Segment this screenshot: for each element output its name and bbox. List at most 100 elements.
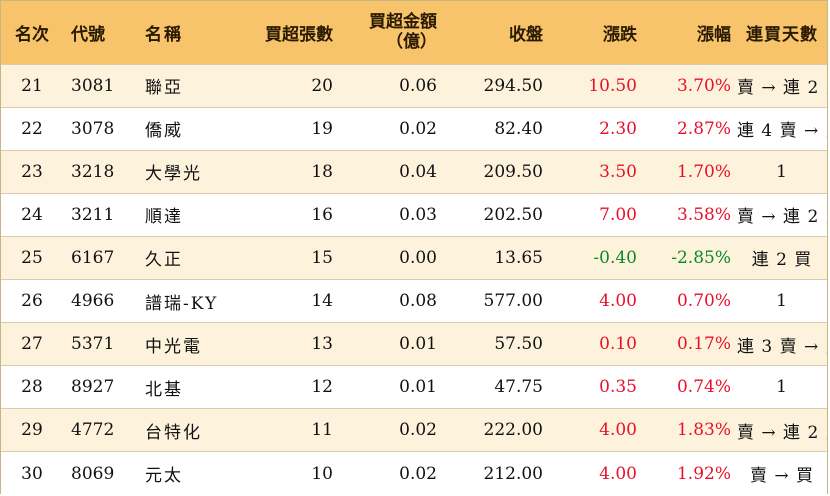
cell-rank: 30 [21,463,43,484]
cell-net-buy-amount: 0.02 [399,118,437,139]
cell-consecutive-days: 1 [776,377,788,398]
cell-change: 10.50 [588,75,637,96]
header-row: 名次 代號 名稱 買超張數 買超金額 （億） 收盤 漲跌 漲幅 連買天數 [1,1,827,64]
cell-rank: 29 [21,420,43,441]
cell-code: 8927 [71,377,115,398]
cell-close: 82.40 [494,118,543,139]
header-consecutive-days: 連買天數 [746,24,818,45]
cell-net-buy-amount: 0.06 [399,75,437,96]
header-close: 收盤 [509,24,543,45]
cell-rank: 26 [21,291,43,312]
cell-rank: 27 [21,334,43,355]
table-header: 名次 代號 名稱 買超張數 買超金額 （億） 收盤 漲跌 漲幅 連買天數 [1,1,827,64]
table-row: 24 3211 順達 16 0.03 202.50 7.00 3.58% 賣 → 連 2 買 [1,193,827,237]
cell-net-buy-lots: 14 [311,291,333,312]
cell-net-buy-amount: 0.02 [399,420,437,441]
cell-name: 順達 [145,207,183,228]
cell-name: 久正 [145,250,183,271]
cell-rank: 21 [21,75,43,96]
cell-name: 元太 [145,466,183,487]
cell-consecutive-days: 賣 → 買 [749,466,815,487]
cell-change-pct: 0.17% [676,334,731,355]
cell-change-pct: 2.87% [676,118,731,139]
cell-close: 57.50 [494,334,543,355]
cell-code: 4966 [71,291,115,312]
cell-change: 4.00 [599,463,637,484]
cell-close: 222.00 [483,420,543,441]
cell-net-buy-lots: 16 [311,204,333,225]
cell-name: 譜瑞-KY [145,293,219,314]
cell-net-buy-lots: 12 [311,377,333,398]
cell-consecutive-days: 1 [776,161,788,182]
cell-rank: 25 [21,247,43,268]
table-row: 28 8927 北基 12 0.01 47.75 0.35 0.74% 1 [1,365,827,409]
cell-change-pct: 3.70% [676,75,731,96]
cell-close: 209.50 [483,161,543,182]
cell-consecutive-days: 1 [776,291,788,312]
header-rank: 名次 [15,24,49,45]
header-net-buy-lots: 買超張數 [265,24,333,45]
cell-change-pct: -2.85% [671,247,731,268]
cell-close: 202.50 [483,204,543,225]
cell-change: 0.35 [599,377,637,398]
cell-net-buy-amount: 0.08 [399,291,437,312]
cell-consecutive-days: 賣 → 連 2 買 [737,78,827,99]
table-row: 30 8069 元太 10 0.02 212.00 4.00 1.92% 賣 → 買 [1,451,827,495]
cell-change-pct: 0.70% [676,291,731,312]
cell-code: 8069 [71,463,115,484]
cell-close: 212.00 [483,463,543,484]
cell-net-buy-lots: 18 [311,161,333,182]
table-row: 26 4966 譜瑞-KY 14 0.08 577.00 4.00 0.70% 1 [1,279,827,323]
cell-close: 577.00 [483,291,543,312]
cell-change: 4.00 [599,291,637,312]
table-row: 27 5371 中光電 13 0.01 57.50 0.10 0.17% 連 3 賣 → 買 [1,322,827,366]
cell-net-buy-amount: 0.03 [399,204,437,225]
table-row: 29 4772 台特化 11 0.02 222.00 4.00 1.83% 賣 → 連 2 買 [1,408,827,452]
cell-consecutive-days: 連 4 賣 → 買 [737,121,827,142]
cell-net-buy-amount: 0.00 [399,247,437,268]
cell-name: 中光電 [145,336,202,357]
cell-change-pct: 1.70% [676,161,731,182]
cell-code: 6167 [71,247,115,268]
cell-change: 0.10 [599,334,637,355]
cell-consecutive-days: 連 2 買 [751,250,813,271]
cell-net-buy-lots: 11 [311,420,333,441]
cell-name: 僑威 [145,121,183,142]
cell-net-buy-amount: 0.04 [399,161,437,182]
header-change-pct: 漲幅 [697,24,731,45]
cell-net-buy-amount: 0.01 [399,334,437,355]
table-row: 22 3078 僑威 19 0.02 82.40 2.30 2.87% 連 4 賣 → 買 [1,107,827,151]
header-change: 漲跌 [603,24,637,45]
cell-change-pct: 0.74% [676,377,731,398]
cell-code: 5371 [71,334,115,355]
header-code: 代號 [71,24,105,45]
cell-consecutive-days: 賣 → 連 2 買 [737,422,827,443]
cell-rank: 22 [21,118,43,139]
cell-net-buy-lots: 10 [311,463,333,484]
cell-change-pct: 1.92% [676,463,731,484]
cell-code: 3081 [71,75,115,96]
cell-net-buy-lots: 20 [311,75,333,96]
cell-change: -0.40 [593,247,637,268]
cell-code: 3218 [71,161,115,182]
header-amount-line1: 買超金額 [369,12,437,33]
cell-code: 4772 [71,420,115,441]
cell-rank: 24 [21,204,43,225]
cell-name: 台特化 [145,422,202,443]
cell-change-pct: 1.83% [676,420,731,441]
cell-consecutive-days: 賣 → 連 2 買 [737,207,827,228]
cell-net-buy-lots: 13 [311,334,333,355]
header-net-buy-amount: 買超金額 （億） [339,1,449,64]
cell-net-buy-amount: 0.01 [399,377,437,398]
cell-name: 北基 [145,379,183,400]
cell-consecutive-days: 連 3 賣 → 買 [737,336,827,357]
cell-name: 大學光 [145,164,202,185]
cell-net-buy-amount: 0.02 [399,463,437,484]
cell-change: 7.00 [599,204,637,225]
cell-code: 3211 [71,204,115,225]
table-row: 25 6167 久正 15 0.00 13.65 -0.40 -2.85% 連 2 買 [1,236,827,280]
header-amount-line2: （億） [386,32,437,53]
